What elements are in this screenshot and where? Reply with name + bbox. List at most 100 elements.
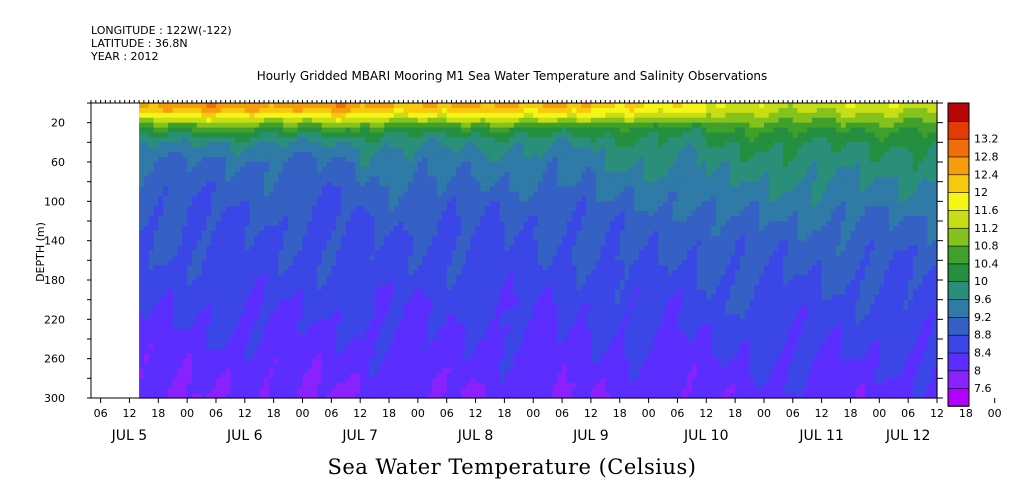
heatmap-cell xyxy=(340,299,347,306)
heatmap-cell xyxy=(355,358,361,365)
heatmap-cell xyxy=(182,294,188,301)
heatmap-cell xyxy=(187,348,193,355)
heatmap-cell xyxy=(292,373,299,379)
heatmap-cell xyxy=(437,373,443,379)
heatmap-cell xyxy=(235,186,241,193)
heatmap-cell xyxy=(235,393,241,399)
heatmap-cell xyxy=(379,112,385,119)
heatmap-cell xyxy=(480,358,486,365)
heatmap-cell xyxy=(432,319,438,325)
heatmap-cell xyxy=(360,211,366,217)
heatmap-cell xyxy=(316,152,323,158)
heatmap-cell xyxy=(446,186,453,193)
heatmap-cell xyxy=(369,343,376,350)
heatmap-cell xyxy=(326,245,332,252)
heatmap-cell xyxy=(220,176,227,183)
heatmap-cell xyxy=(148,171,155,178)
heatmap-cell xyxy=(206,137,212,143)
heatmap-cell xyxy=(441,250,448,257)
heatmap-cell xyxy=(292,191,299,198)
heatmap-cell xyxy=(172,334,179,340)
heatmap-cell xyxy=(446,270,453,276)
heatmap-cell xyxy=(379,284,385,291)
heatmap-cell xyxy=(336,343,342,350)
heatmap-cell xyxy=(321,275,328,281)
heatmap-cell xyxy=(446,265,453,271)
heatmap-cell xyxy=(230,112,236,119)
heatmap-cell xyxy=(220,147,227,153)
heatmap-cell xyxy=(273,127,280,134)
heatmap-cell xyxy=(499,255,505,261)
heatmap-cell xyxy=(369,103,376,109)
heatmap-cell xyxy=(528,157,534,163)
heatmap-cell xyxy=(191,127,198,134)
heatmap-cell xyxy=(273,166,280,173)
heatmap-cell xyxy=(398,260,405,266)
heatmap-cell xyxy=(398,235,405,242)
heatmap-cell xyxy=(336,329,342,335)
heatmap-cell xyxy=(206,181,212,188)
heatmap-cell xyxy=(167,289,174,296)
heatmap-cell xyxy=(514,191,520,198)
heatmap-cell xyxy=(336,132,342,139)
heatmap-cell xyxy=(230,137,236,143)
heatmap-cell xyxy=(398,122,405,129)
heatmap-cell xyxy=(408,186,414,193)
heatmap-cell xyxy=(254,393,260,399)
heatmap-cell xyxy=(437,225,443,232)
heatmap-cell xyxy=(494,171,501,178)
heatmap-cell xyxy=(379,348,385,355)
heatmap-cell xyxy=(321,137,328,143)
heatmap-cell xyxy=(273,319,280,325)
heatmap-cell xyxy=(273,122,280,129)
heatmap-cell xyxy=(297,230,304,237)
heatmap-cell xyxy=(143,132,150,139)
heatmap-cell xyxy=(417,171,424,178)
heatmap-cell xyxy=(384,255,390,261)
heatmap-cell xyxy=(446,216,453,222)
heatmap-cell xyxy=(417,329,424,335)
heatmap-cell xyxy=(259,171,265,178)
heatmap-cell xyxy=(480,107,486,114)
heatmap-cell xyxy=(384,221,390,227)
heatmap-cell xyxy=(369,221,376,227)
heatmap-cell xyxy=(278,280,284,286)
heatmap-cell xyxy=(163,201,169,207)
heatmap-cell xyxy=(264,358,270,365)
heatmap-cell xyxy=(326,358,332,365)
heatmap-cell xyxy=(264,171,270,178)
heatmap-cell xyxy=(148,235,155,242)
heatmap-cell xyxy=(485,388,491,394)
heatmap-cell xyxy=(403,176,409,183)
heatmap-cell xyxy=(153,230,159,237)
heatmap-cell xyxy=(413,127,419,134)
heatmap-cell xyxy=(316,314,323,320)
heatmap-cell xyxy=(302,319,308,325)
heatmap-cell xyxy=(470,280,477,286)
heatmap-cell xyxy=(494,176,501,183)
heatmap-cell xyxy=(364,225,371,232)
heatmap-cell xyxy=(364,358,371,365)
heatmap-cell xyxy=(283,103,289,109)
heatmap-cell xyxy=(360,319,366,325)
heatmap-cell xyxy=(461,373,467,379)
heatmap-cell xyxy=(264,112,270,119)
heatmap-cell xyxy=(254,206,260,212)
heatmap-cell xyxy=(244,314,251,320)
heatmap-cell xyxy=(475,353,481,360)
heatmap-cell xyxy=(461,280,467,286)
heatmap-cell xyxy=(451,373,457,379)
heatmap-cell xyxy=(489,122,496,129)
heatmap-cell xyxy=(177,383,183,389)
heatmap-cell xyxy=(465,191,472,198)
heatmap-cell xyxy=(196,240,203,247)
heatmap-cell xyxy=(514,245,520,252)
heatmap-cell xyxy=(379,127,385,134)
heatmap-cell xyxy=(240,324,246,330)
heatmap-cell xyxy=(389,103,395,109)
heatmap-cell xyxy=(268,363,275,370)
heatmap-cell xyxy=(398,196,405,202)
heatmap-cell xyxy=(417,245,424,252)
heatmap-cell xyxy=(364,112,371,119)
heatmap-cell xyxy=(201,304,207,311)
